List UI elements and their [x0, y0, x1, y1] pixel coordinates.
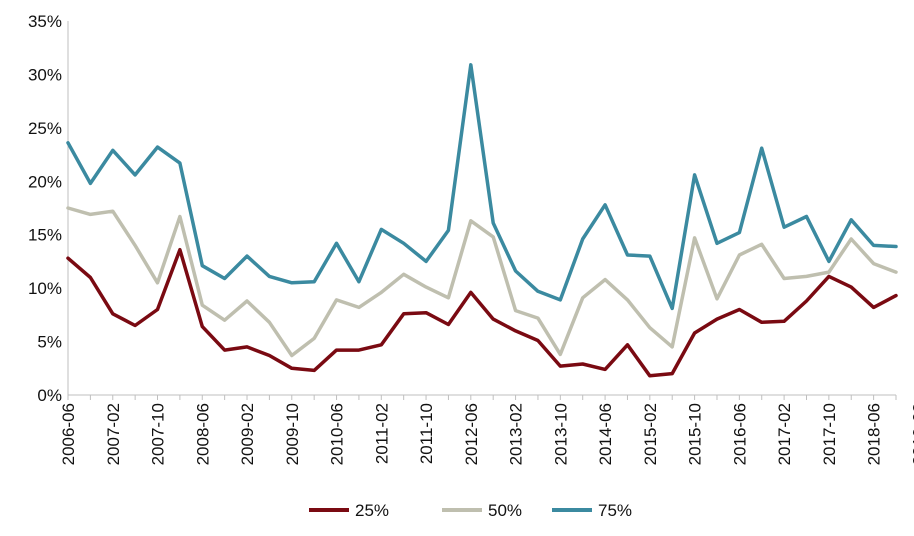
x-tick-label: 2006-06	[59, 403, 78, 465]
x-axis: 2006-06 2007-02 2007-10 2008-06 2009-02 2009-…	[59, 394, 914, 465]
x-tick-label: 2014-06	[596, 403, 615, 465]
y-tick-label: 35%	[28, 12, 62, 31]
x-tick-label: 2008-06	[193, 403, 212, 465]
series-lines	[66, 63, 898, 378]
y-tick-label: 0%	[37, 386, 62, 405]
x-tick-label: 2017-02	[775, 403, 794, 465]
x-tick-label: 2016-06	[730, 403, 749, 465]
legend-label: 75%	[598, 501, 632, 520]
x-tick-label: 2007-10	[149, 403, 168, 465]
series-line-75pct	[66, 63, 898, 311]
x-tick-label: 2018-06	[865, 403, 884, 465]
x-tick-label: 2011-10	[417, 403, 436, 464]
x-tick-label: 2017-10	[820, 403, 839, 465]
legend-item: 25%	[309, 501, 389, 520]
y-tick-label: 15%	[28, 226, 62, 245]
y-tick-label: 10%	[28, 279, 62, 298]
x-tick-label: 2012-06	[462, 403, 481, 465]
x-tick-label: 2010-06	[328, 403, 347, 465]
legend-label: 50%	[488, 501, 522, 520]
y-tick-label: 25%	[28, 119, 62, 138]
x-tick-label: 2015-10	[686, 403, 705, 465]
x-tick-label: 2007-02	[104, 403, 123, 465]
x-tick-label: 2009-10	[283, 403, 302, 465]
legend-item: 75%	[552, 501, 632, 520]
y-axis: 0% 5% 10% 15% 20% 25% 30% 35%	[28, 12, 69, 405]
x-tick-label: 2015-02	[641, 403, 660, 465]
x-tick-label: 2013-10	[551, 403, 570, 465]
x-tick-label: 2013-02	[507, 403, 526, 465]
x-tick-label: 2009-02	[238, 403, 257, 465]
y-tick-label: 5%	[37, 333, 62, 352]
x-tick-label: 2011-02	[372, 403, 391, 464]
legend: 25% 50% 75%	[309, 501, 632, 520]
series-line-25pct	[66, 247, 898, 378]
legend-item: 50%	[442, 501, 522, 520]
y-tick-label: 20%	[28, 172, 62, 191]
legend-label: 25%	[355, 501, 389, 520]
x-tick-label: 2019-02	[909, 403, 914, 465]
y-tick-label: 30%	[28, 65, 62, 84]
series-line-50pct	[66, 206, 898, 358]
